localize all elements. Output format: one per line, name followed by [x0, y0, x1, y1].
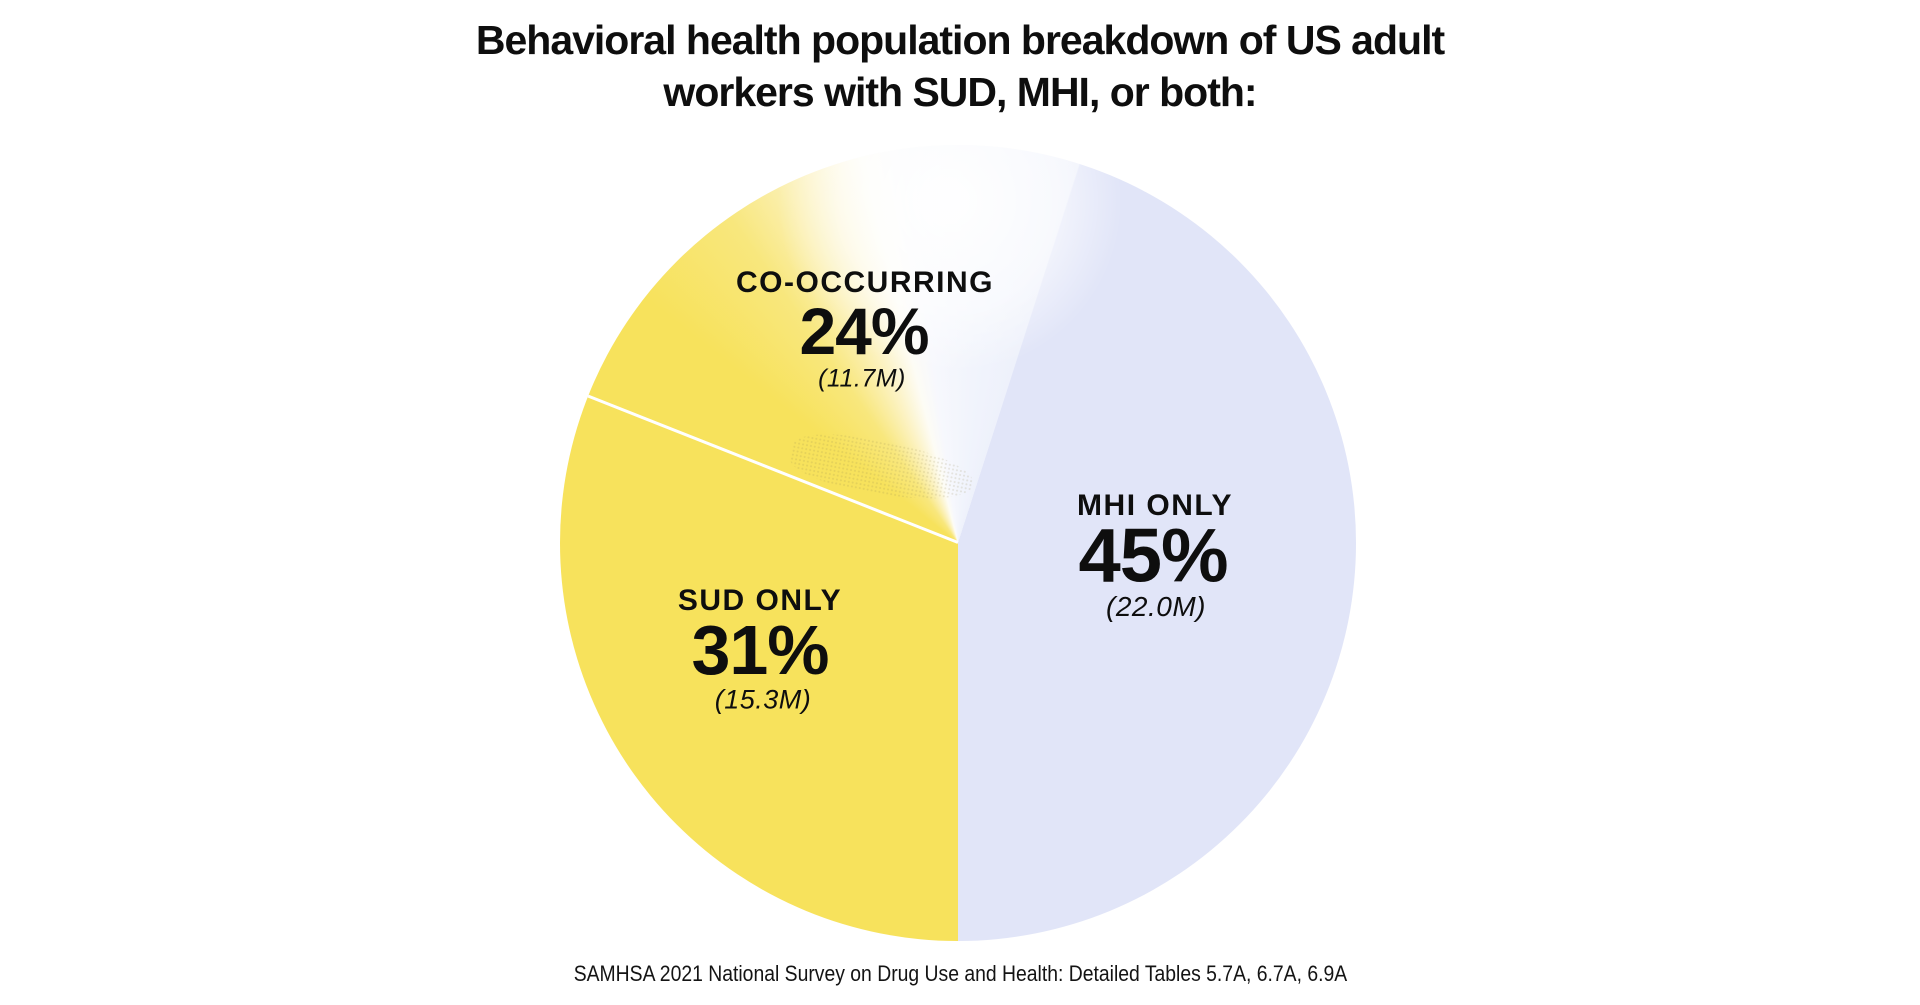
slice-percent-co-occurring: 24%	[799, 294, 929, 368]
pie-chart	[560, 145, 1356, 941]
slice-label-co-occurring: CO-OCCURRING	[736, 266, 994, 299]
chart-title-line1: Behavioral health population breakdown o…	[475, 17, 1445, 63]
source-citation: SAMHSA 2021 National Survey on Drug Use …	[0, 961, 1920, 987]
source-citation-text: SAMHSA 2021 National Survey on Drug Use …	[573, 961, 1347, 986]
chart-title-line2: workers with SUD, MHI, or both:	[663, 69, 1257, 116]
slice-value-sud-only: (15.3M)	[714, 684, 812, 715]
slice-value-mhi-only: (22.0M)	[1106, 591, 1206, 622]
slice-percent-sud-only: 31%	[691, 611, 829, 689]
chart-title: Behavioral health population breakdown o…	[0, 14, 1920, 118]
slice-percent-mhi-only: 45%	[1078, 513, 1228, 599]
slice-label-mhi-only: MHI ONLY	[1077, 489, 1233, 522]
slice-label-sud-only: SUD ONLY	[677, 584, 843, 617]
texture-artifact	[786, 424, 979, 512]
slice-value-co-occurring: (11.7M)	[818, 364, 906, 393]
